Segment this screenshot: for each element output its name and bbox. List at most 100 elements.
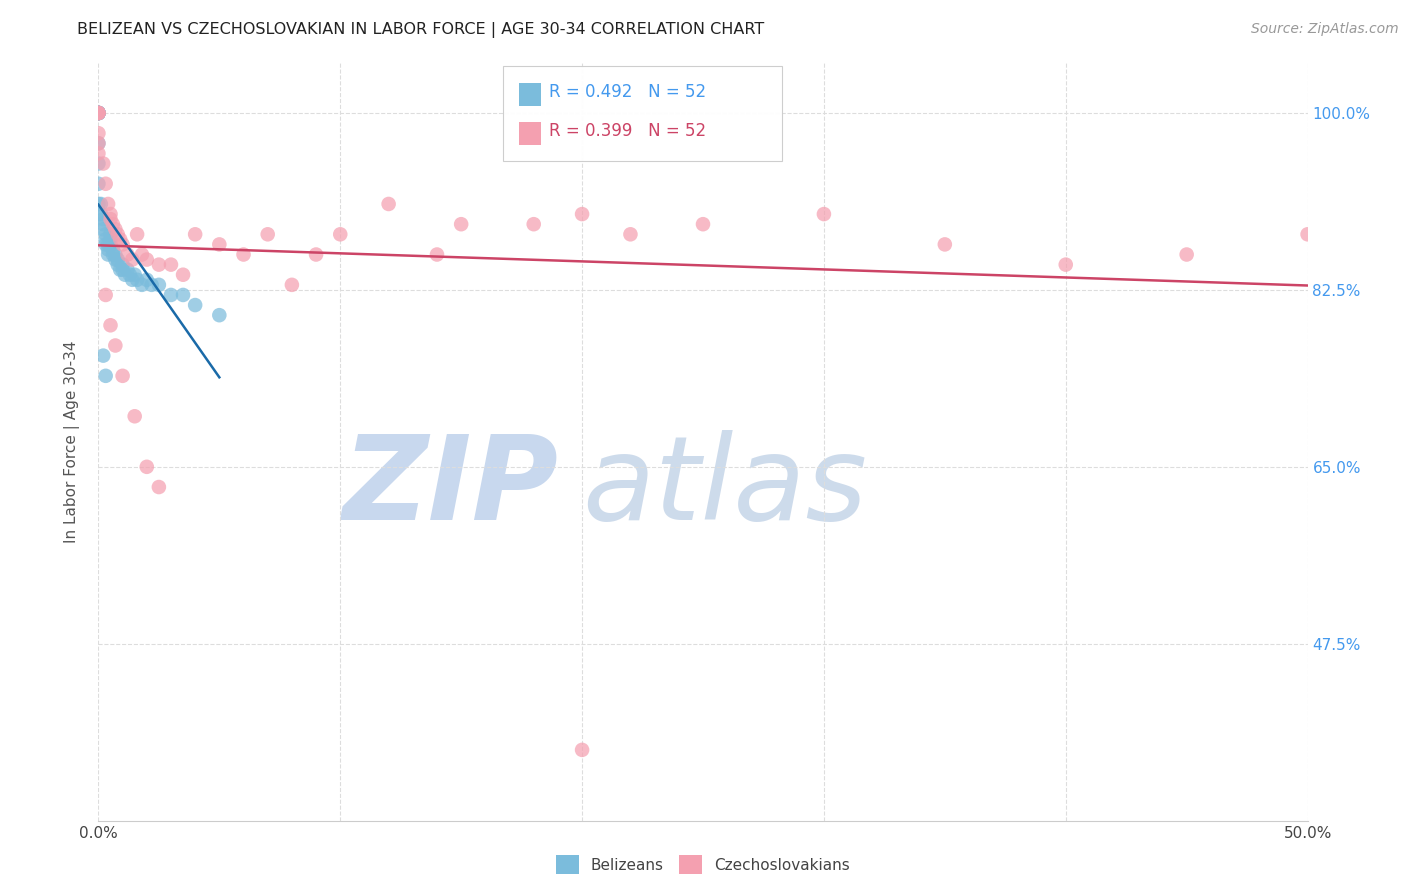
Text: R = 0.399   N = 52: R = 0.399 N = 52	[550, 122, 707, 140]
Point	[426, 247, 449, 261]
Point	[813, 207, 835, 221]
Point	[101, 247, 124, 261]
Point	[141, 277, 163, 292]
Point	[160, 258, 183, 272]
Point	[121, 273, 143, 287]
Point	[87, 177, 110, 191]
Point	[100, 212, 122, 227]
Point	[87, 156, 110, 170]
Point	[101, 217, 124, 231]
Point	[104, 338, 127, 352]
Point	[104, 247, 127, 261]
Point	[1175, 247, 1198, 261]
Legend: Belizeans, Czechoslovakians: Belizeans, Czechoslovakians	[550, 849, 856, 880]
Point	[87, 106, 110, 120]
Point	[87, 106, 110, 120]
Point	[94, 288, 117, 302]
Point	[135, 459, 157, 474]
Point	[1054, 258, 1077, 272]
Point	[148, 258, 170, 272]
Point	[94, 232, 117, 246]
FancyBboxPatch shape	[503, 66, 782, 161]
FancyBboxPatch shape	[519, 122, 541, 145]
Point	[87, 126, 110, 140]
Point	[100, 207, 122, 221]
Point	[91, 349, 114, 363]
Point	[692, 217, 714, 231]
Point	[87, 106, 110, 120]
Point	[111, 237, 134, 252]
Point	[87, 106, 110, 120]
Point	[114, 268, 136, 282]
Point	[127, 273, 149, 287]
Point	[91, 156, 114, 170]
Point	[91, 212, 114, 227]
Point	[91, 222, 114, 236]
Point	[1296, 227, 1319, 242]
Point	[100, 227, 122, 242]
Point	[107, 252, 129, 267]
Point	[127, 227, 149, 242]
Text: ZIP: ZIP	[342, 430, 558, 544]
Point	[184, 227, 207, 242]
Point	[124, 409, 146, 424]
Point	[87, 197, 110, 211]
Point	[87, 207, 110, 221]
Point	[108, 262, 131, 277]
Point	[104, 222, 127, 236]
Point	[117, 247, 139, 261]
Point	[305, 247, 328, 261]
Point	[329, 227, 352, 242]
Point	[131, 247, 153, 261]
Point	[118, 268, 141, 282]
Point	[117, 262, 139, 277]
Point	[90, 207, 112, 221]
Point	[160, 288, 183, 302]
Point	[232, 247, 254, 261]
Point	[111, 368, 134, 383]
Point	[104, 252, 127, 267]
Text: R = 0.492   N = 52: R = 0.492 N = 52	[550, 83, 707, 101]
Point	[87, 106, 110, 120]
Point	[94, 177, 117, 191]
Point	[934, 237, 956, 252]
Point	[94, 237, 117, 252]
Point	[256, 227, 278, 242]
Point	[101, 243, 124, 257]
Point	[148, 277, 170, 292]
Point	[97, 243, 120, 257]
Point	[135, 273, 157, 287]
Point	[90, 197, 112, 211]
Point	[87, 106, 110, 120]
Point	[124, 268, 146, 282]
Point	[619, 227, 641, 242]
Point	[100, 318, 122, 333]
Point	[97, 237, 120, 252]
Point	[377, 197, 399, 211]
Y-axis label: In Labor Force | Age 30-34: In Labor Force | Age 30-34	[63, 340, 80, 543]
Point	[87, 106, 110, 120]
Point	[172, 288, 194, 302]
Point	[87, 136, 110, 151]
Point	[135, 252, 157, 267]
Point	[571, 207, 593, 221]
Point	[97, 247, 120, 261]
Point	[111, 258, 134, 272]
Point	[87, 146, 110, 161]
Point	[208, 237, 231, 252]
Point	[208, 308, 231, 322]
Point	[100, 232, 122, 246]
Point	[94, 368, 117, 383]
Point	[523, 217, 546, 231]
Point	[450, 217, 472, 231]
Point	[87, 106, 110, 120]
Point	[131, 277, 153, 292]
Point	[87, 106, 110, 120]
Point	[172, 268, 194, 282]
Point	[111, 262, 134, 277]
Point	[87, 106, 110, 120]
Point	[94, 227, 117, 242]
Point	[121, 252, 143, 267]
Point	[107, 258, 129, 272]
Point	[87, 106, 110, 120]
